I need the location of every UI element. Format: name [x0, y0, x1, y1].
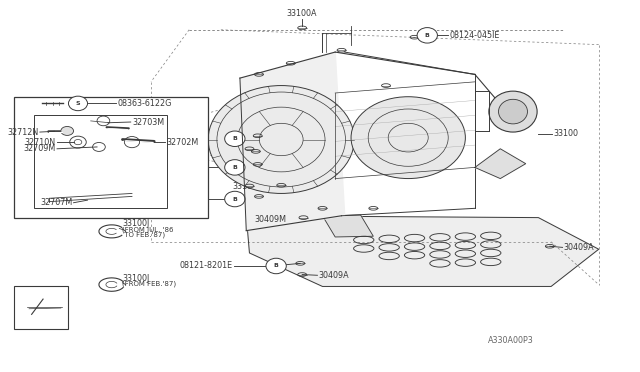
Ellipse shape — [225, 160, 245, 175]
Ellipse shape — [225, 191, 245, 207]
Ellipse shape — [417, 28, 437, 43]
Bar — [15, 286, 68, 329]
Text: 32702M: 32702M — [166, 138, 198, 147]
Ellipse shape — [489, 91, 537, 132]
Text: C3155: C3155 — [19, 307, 45, 316]
Text: 08124-0601E: 08124-0601E — [138, 195, 191, 203]
Text: (FROM FEB.'87): (FROM FEB.'87) — [122, 280, 177, 287]
Ellipse shape — [208, 86, 354, 193]
Text: 30409A: 30409A — [319, 271, 349, 280]
Text: B: B — [425, 33, 429, 38]
Polygon shape — [246, 216, 599, 286]
Polygon shape — [240, 52, 345, 231]
Polygon shape — [475, 149, 525, 179]
Text: 08124-045IE: 08124-045IE — [141, 134, 191, 143]
Ellipse shape — [61, 126, 74, 135]
Text: 08121-8201E: 08121-8201E — [179, 262, 232, 270]
Text: 33100: 33100 — [554, 129, 579, 138]
Text: S: S — [76, 101, 80, 106]
Text: 30409A: 30409A — [564, 243, 595, 252]
Text: B: B — [232, 136, 237, 141]
Text: 33100A: 33100A — [209, 149, 240, 158]
Ellipse shape — [351, 97, 465, 179]
Text: 33100B: 33100B — [232, 182, 263, 191]
Text: 33100J: 33100J — [122, 219, 150, 228]
Bar — [15, 97, 208, 218]
Text: B: B — [232, 196, 237, 202]
Ellipse shape — [499, 99, 527, 124]
Text: TO FEB.'87): TO FEB.'87) — [122, 232, 166, 238]
Ellipse shape — [68, 96, 88, 111]
Text: 08121-0201E: 08121-0201E — [138, 163, 191, 172]
Text: 32709M: 32709M — [24, 144, 56, 153]
Polygon shape — [323, 215, 373, 237]
Text: 32703M: 32703M — [132, 118, 164, 126]
Text: 08124-045IE: 08124-045IE — [449, 31, 500, 40]
Text: (FROM JUL. '86: (FROM JUL. '86 — [122, 226, 174, 233]
Text: A330A00P3: A330A00P3 — [488, 336, 533, 345]
Text: B: B — [274, 263, 278, 269]
Text: 32712N: 32712N — [8, 128, 38, 137]
Text: 30409M: 30409M — [254, 215, 286, 224]
Ellipse shape — [266, 258, 286, 274]
Text: B: B — [232, 165, 237, 170]
Text: 32707M: 32707M — [40, 198, 72, 207]
Bar — [33, 115, 167, 208]
Text: 33100J: 33100J — [122, 274, 150, 283]
Text: 32710N: 32710N — [25, 138, 56, 147]
Text: 33100A: 33100A — [287, 9, 317, 18]
Text: 08363-6122G: 08363-6122G — [117, 99, 172, 108]
Ellipse shape — [225, 131, 245, 147]
